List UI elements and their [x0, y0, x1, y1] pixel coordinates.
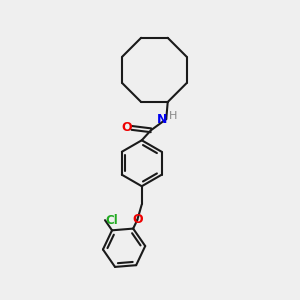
- Text: N: N: [157, 112, 167, 126]
- Text: H: H: [169, 111, 177, 121]
- Text: O: O: [132, 213, 143, 226]
- Text: O: O: [122, 121, 132, 134]
- Text: Cl: Cl: [105, 214, 118, 226]
